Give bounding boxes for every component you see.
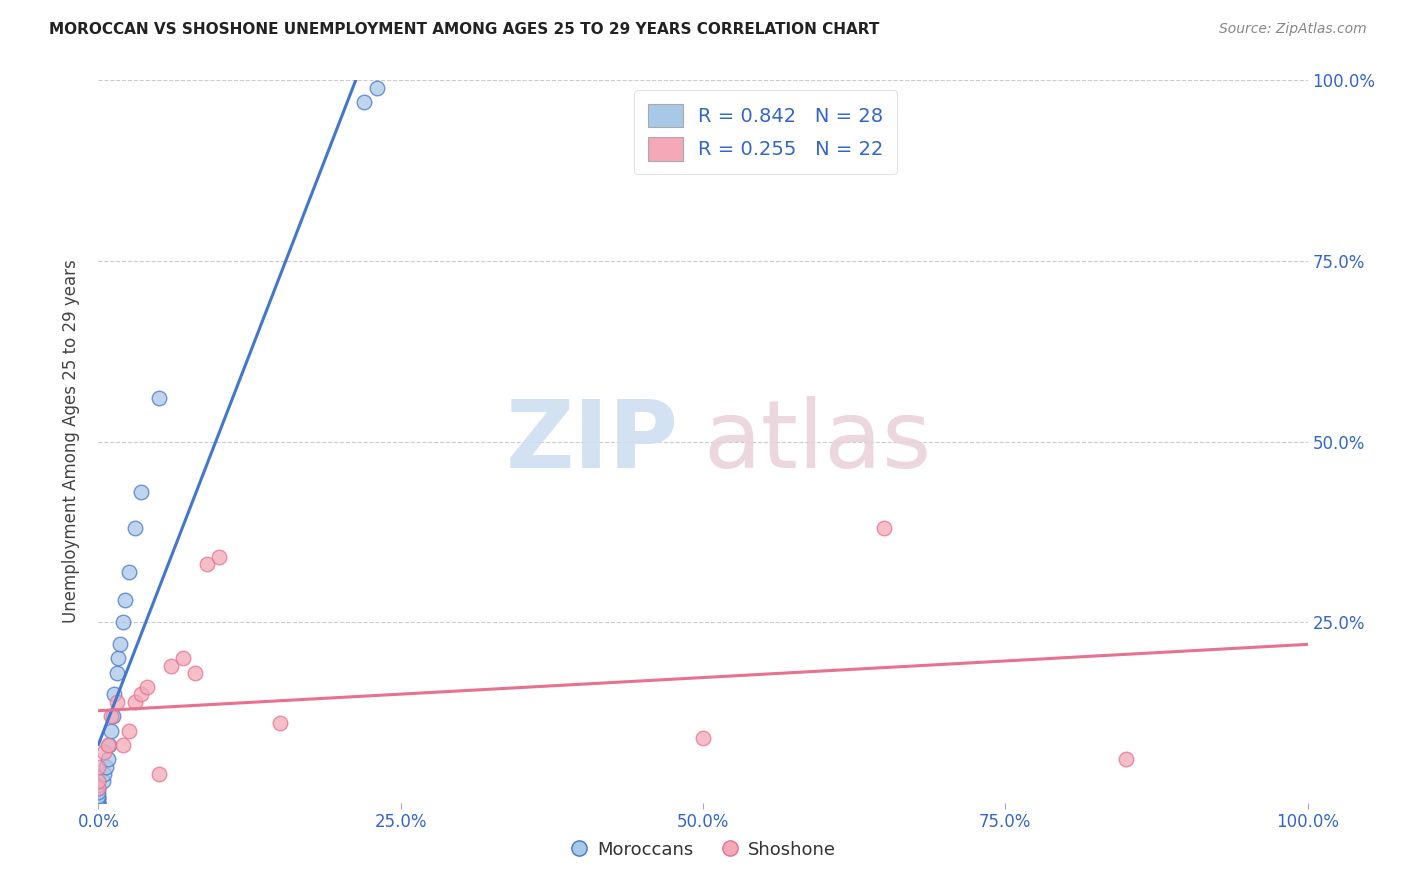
Legend: Moroccans, Shoshone: Moroccans, Shoshone xyxy=(562,833,844,866)
Point xyxy=(91,774,114,789)
Point xyxy=(111,738,134,752)
Point xyxy=(105,695,128,709)
Point xyxy=(94,760,117,774)
Point xyxy=(87,790,110,805)
Point xyxy=(87,792,110,806)
Point xyxy=(107,651,129,665)
Point xyxy=(195,558,218,572)
Point xyxy=(129,485,152,500)
Point xyxy=(111,615,134,630)
Point xyxy=(100,709,122,723)
Point xyxy=(873,521,896,535)
Point xyxy=(97,752,120,766)
Point xyxy=(108,637,131,651)
Point xyxy=(366,80,388,95)
Point xyxy=(103,687,125,701)
Point xyxy=(148,391,170,405)
Point xyxy=(87,781,110,796)
Point xyxy=(87,796,110,810)
Point xyxy=(93,767,115,781)
Point xyxy=(172,651,194,665)
Point xyxy=(184,665,207,680)
Point xyxy=(100,723,122,738)
Point xyxy=(97,738,120,752)
Text: MOROCCAN VS SHOSHONE UNEMPLOYMENT AMONG AGES 25 TO 29 YEARS CORRELATION CHART: MOROCCAN VS SHOSHONE UNEMPLOYMENT AMONG … xyxy=(49,22,880,37)
Point xyxy=(93,745,115,759)
Point xyxy=(124,521,146,535)
Text: atlas: atlas xyxy=(703,395,931,488)
Point xyxy=(148,767,170,781)
Point xyxy=(118,723,141,738)
Point xyxy=(87,796,110,810)
Text: ZIP: ZIP xyxy=(506,395,679,488)
Point xyxy=(1115,752,1137,766)
Point xyxy=(118,565,141,579)
Point xyxy=(269,716,291,731)
Point xyxy=(87,774,110,789)
Point xyxy=(87,785,110,799)
Point xyxy=(101,709,124,723)
Point xyxy=(87,778,110,792)
Point xyxy=(135,680,157,694)
Text: Source: ZipAtlas.com: Source: ZipAtlas.com xyxy=(1219,22,1367,37)
Point xyxy=(87,789,110,803)
Point xyxy=(124,695,146,709)
Point xyxy=(129,687,152,701)
Point xyxy=(114,593,136,607)
Point xyxy=(692,731,714,745)
Y-axis label: Unemployment Among Ages 25 to 29 years: Unemployment Among Ages 25 to 29 years xyxy=(62,260,80,624)
Point xyxy=(105,665,128,680)
Point xyxy=(160,658,183,673)
Point xyxy=(208,550,231,565)
Point xyxy=(353,95,375,109)
Point xyxy=(87,781,110,796)
Point xyxy=(98,738,121,752)
Point xyxy=(87,760,110,774)
Point xyxy=(87,796,110,810)
